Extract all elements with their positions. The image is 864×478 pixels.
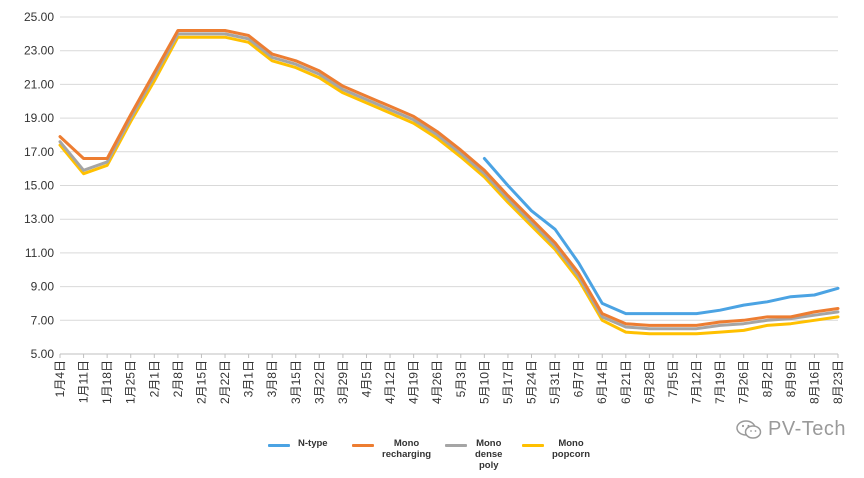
- x-tick-label: 4月19日: [407, 360, 421, 404]
- x-tick-label: 8月23日: [831, 360, 845, 404]
- x-tick-label: 4月26日: [430, 360, 444, 404]
- legend-label: Mono popcorn: [552, 438, 590, 460]
- series-lines: [58, 29, 840, 336]
- y-tick-label: 15.00: [24, 179, 54, 193]
- grid-lines: [60, 16, 838, 355]
- x-tick-label: 2月1日: [147, 360, 161, 397]
- legend-swatch-mono-recharging: [352, 444, 374, 447]
- x-tick-label: 5月10日: [477, 360, 491, 404]
- legend-swatch-n-type: [268, 444, 290, 447]
- x-tick-label: 4月5日: [359, 360, 373, 397]
- x-tick-label: 7月19日: [713, 360, 727, 404]
- x-tick-label: 5月3日: [454, 360, 468, 397]
- x-tick-label: 5月31日: [548, 360, 562, 404]
- y-axis: 5.00 7.00 9.00 11.00 13.00 15.00 17.00 19.00 21.…: [24, 10, 54, 361]
- y-tick-label: 25.00: [24, 10, 54, 24]
- y-tick-label: 11.00: [25, 246, 54, 260]
- y-tick-label: 7.00: [31, 313, 55, 327]
- x-tick-label: 1月25日: [124, 360, 138, 404]
- x-tick-label: 2月22日: [218, 360, 232, 404]
- x-tick-label: 3月22日: [312, 360, 326, 404]
- x-tick-label: 5月17日: [501, 360, 515, 404]
- legend-swatch-mono-dense-poly: [445, 444, 467, 447]
- watermark: PV-Tech: [736, 418, 846, 441]
- legend-label: N-type: [298, 438, 328, 449]
- legend-label: Mono dense poly: [475, 438, 503, 471]
- series-line-n-type: [482, 157, 840, 316]
- x-tick-label: 2月15日: [194, 360, 208, 404]
- y-tick-label: 5.00: [31, 347, 55, 361]
- x-tick-label: 6月7日: [572, 360, 586, 397]
- x-tick-label: 3月29日: [336, 360, 350, 404]
- x-tick-label: 1月18日: [100, 360, 114, 404]
- series-line-mono-dense-poly: [58, 32, 840, 331]
- x-tick-label: 6月28日: [642, 360, 656, 404]
- y-tick-label: 21.00: [24, 77, 54, 91]
- y-tick-label: 13.00: [24, 212, 54, 226]
- x-tick-label: 7月26日: [737, 360, 751, 404]
- x-tick-label: 6月21日: [619, 360, 633, 404]
- y-tick-label: 9.00: [31, 280, 55, 294]
- watermark-text: PV-Tech: [768, 418, 846, 440]
- x-tick-label: 1月4日: [53, 360, 67, 397]
- x-tick-label: 4月12日: [383, 360, 397, 404]
- legend-swatch-mono-popcorn: [522, 444, 544, 447]
- legend-label: Mono recharging: [382, 438, 432, 460]
- x-tick-label: 1月11日: [77, 360, 91, 403]
- y-tick-label: 19.00: [24, 111, 54, 125]
- x-tick-label: 5月24日: [525, 360, 539, 404]
- x-tick-label: 7月5日: [666, 360, 680, 397]
- x-tick-label: 3月8日: [265, 360, 279, 397]
- x-tick-label: 8月16日: [807, 360, 821, 404]
- x-tick-label: 3月15日: [289, 360, 303, 404]
- legend: N-type Mono recharging Mono dense poly M…: [0, 438, 864, 478]
- x-tick-label: 3月1日: [242, 360, 256, 397]
- x-axis: 1月4日 1月11日 1月18日 1月25日 2月1日 2月8日 2月15日 2月22日 3月1…: [53, 354, 845, 404]
- x-tick-label: 2月8日: [171, 360, 185, 397]
- y-tick-label: 23.00: [24, 44, 54, 58]
- x-tick-label: 8月9日: [784, 360, 798, 397]
- x-tick-label: 6月14日: [595, 360, 609, 404]
- y-tick-label: 17.00: [24, 145, 54, 159]
- x-tick-label: 7月12日: [690, 360, 704, 404]
- x-tick-label: 8月2日: [760, 360, 774, 397]
- legend-item-n-type: N-type: [268, 438, 328, 449]
- legend-item-mono-dense-poly: Mono dense poly: [445, 438, 502, 471]
- legend-item-mono-popcorn: Mono popcorn: [522, 438, 590, 460]
- series-line-mono-recharging: [58, 29, 840, 327]
- series-line-mono-popcorn: [58, 35, 840, 336]
- wechat-icon: [736, 419, 762, 439]
- legend-item-mono-recharging: Mono recharging: [352, 438, 431, 460]
- line-chart: 5.00 7.00 9.00 11.00 13.00 15.00 17.00 19.00 21.…: [24, 10, 845, 404]
